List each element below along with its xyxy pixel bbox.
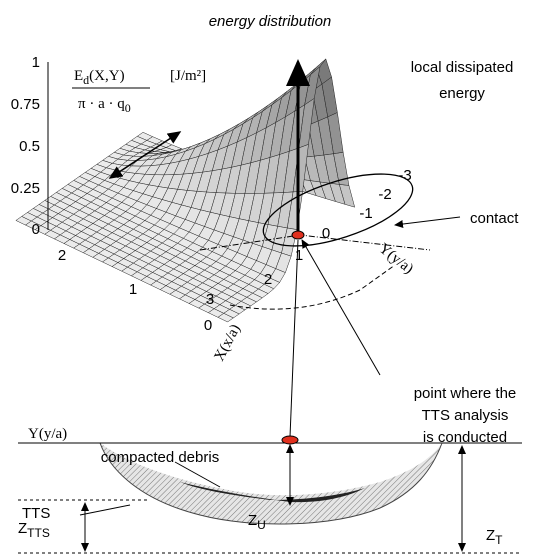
section: compacted debris Y(y/a) TTS ZU ZT ZTTS xyxy=(18,426,522,554)
formula-numerator: Ed(X,Y) xyxy=(74,68,125,87)
z-ticks: 1 0.75 0.5 0.25 0 2 1 0 -3 -2 -1 0 1 2 3 xyxy=(11,54,412,334)
label-text: Z xyxy=(18,520,27,537)
contact-arrow xyxy=(394,216,461,228)
annotation: contact xyxy=(470,210,519,227)
x-axis-label: X(x/a) xyxy=(211,322,244,364)
formula-text: d xyxy=(83,73,89,87)
label: ZU xyxy=(248,512,266,532)
label-text: T xyxy=(495,533,503,547)
y-tick-label: -1 xyxy=(359,205,372,222)
surface xyxy=(15,58,356,323)
projection-line xyxy=(229,264,396,310)
y-tick-label: 1 xyxy=(295,247,303,264)
formula: Ed(X,Y) π · a · q0 [J/m²] xyxy=(72,68,206,115)
label: TTS xyxy=(22,505,50,522)
annotation: energy xyxy=(439,85,485,102)
surface-cell xyxy=(217,313,234,323)
y-axis-label: Y(y/a) xyxy=(376,241,417,278)
formula-denominator: π · a · q0 xyxy=(78,96,131,115)
label-text: TTS xyxy=(27,526,50,540)
annotation: local dissipated xyxy=(411,59,514,76)
formula-text: (X,Y) xyxy=(89,68,124,84)
annotation: TTS analysis xyxy=(422,407,509,424)
z-tick-label: 0.75 xyxy=(11,96,40,113)
formula-text: 0 xyxy=(125,101,131,115)
y-tick-label: -2 xyxy=(378,186,391,203)
annotation: is conducted xyxy=(423,429,507,446)
y-tick-label: 3 xyxy=(206,291,214,308)
tts-pointer xyxy=(79,504,131,516)
z-tick-label: 1 xyxy=(32,54,40,71)
y-tick-label: 2 xyxy=(264,271,272,288)
sliding-arrow xyxy=(108,131,182,179)
title: energy distribution xyxy=(209,13,332,30)
worn-volume xyxy=(100,443,442,496)
x-tick-label: 1 xyxy=(129,281,137,298)
y-tick-label: 0 xyxy=(322,225,330,242)
x-tick-label: 2 xyxy=(58,247,66,264)
debris-pointer xyxy=(174,461,221,488)
x-tick-label: 0 xyxy=(204,317,212,334)
label: Y(y/a) xyxy=(28,426,67,442)
analysis-point xyxy=(281,435,299,445)
point-arrow xyxy=(301,239,381,376)
annotation: point where the xyxy=(414,385,517,402)
z-tick-label: 0 xyxy=(32,221,40,238)
label-text: Z xyxy=(486,527,495,544)
label: ZT xyxy=(486,527,503,547)
analysis-point xyxy=(291,230,305,240)
contact-ellipse xyxy=(262,173,414,247)
formula-text: E xyxy=(74,68,83,84)
label-text: U xyxy=(257,518,266,532)
connector-line xyxy=(289,239,299,438)
formula-text: π · a · q xyxy=(78,96,125,112)
label: compacted debris xyxy=(101,449,219,466)
z-tick-label: 0.5 xyxy=(19,138,40,155)
label-text: Z xyxy=(248,512,257,529)
z-tick-label: 0.25 xyxy=(11,180,40,197)
label: ZTTS xyxy=(18,520,50,540)
formula-unit: [J/m²] xyxy=(170,68,206,84)
